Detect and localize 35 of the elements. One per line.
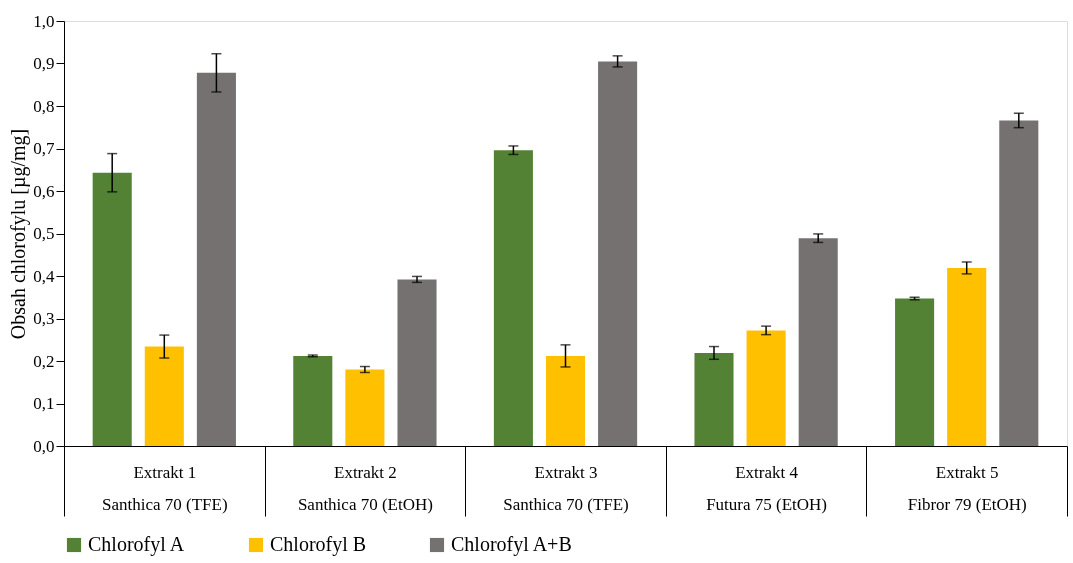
bar: [144, 346, 184, 446]
y-tick-label: 1,0: [33, 11, 55, 31]
y-tick-label: 0,7: [33, 139, 55, 158]
y-tick-label: 0,2: [33, 351, 55, 371]
bar: [746, 330, 786, 446]
x-tick-label: Extrakt 3 Santhica 70 (TFE): [503, 462, 629, 514]
y-tick-label: 0,9: [33, 54, 55, 73]
bar: [895, 298, 935, 446]
y-tick-label: 0,8: [33, 96, 55, 116]
x-tick-label: Extrakt 2 Santhica 70 (EtOH): [297, 462, 433, 514]
bar: [397, 279, 437, 446]
bar: [345, 369, 385, 446]
y-tick-label: 0,1: [33, 394, 55, 413]
legend-label: Chlorofyl A: [88, 533, 185, 556]
bar: [196, 72, 236, 446]
x-tick-label: Extrakt 5 Fibror 79 (EtOH): [907, 462, 1027, 514]
y-tick-label: 0,6: [33, 181, 55, 201]
bar: [545, 355, 586, 446]
y-tick-label: 0,4: [33, 266, 55, 286]
bar: [598, 61, 638, 446]
bar: [798, 238, 838, 446]
y-tick-label: 0,0: [33, 436, 55, 456]
bar: [694, 352, 734, 446]
bar: [999, 120, 1039, 446]
y-tick-label: 0,5: [33, 224, 55, 243]
legend-label: Chlorofyl A+B: [451, 533, 572, 556]
y-tick-label: 0,3: [33, 309, 55, 328]
x-tick-label: Extrakt 1 Santhica 70 (TFE): [102, 462, 228, 514]
bar: [293, 355, 333, 446]
bar: [493, 150, 533, 446]
legend-label: Chlorofyl B: [270, 533, 367, 556]
y-axis-title: Obsah chlorofylu [µg/mg]: [7, 128, 31, 340]
bar: [947, 267, 987, 446]
bar: [92, 172, 132, 446]
x-tick-label: Extrakt 4 Futura 75 (EtOH): [706, 462, 828, 514]
